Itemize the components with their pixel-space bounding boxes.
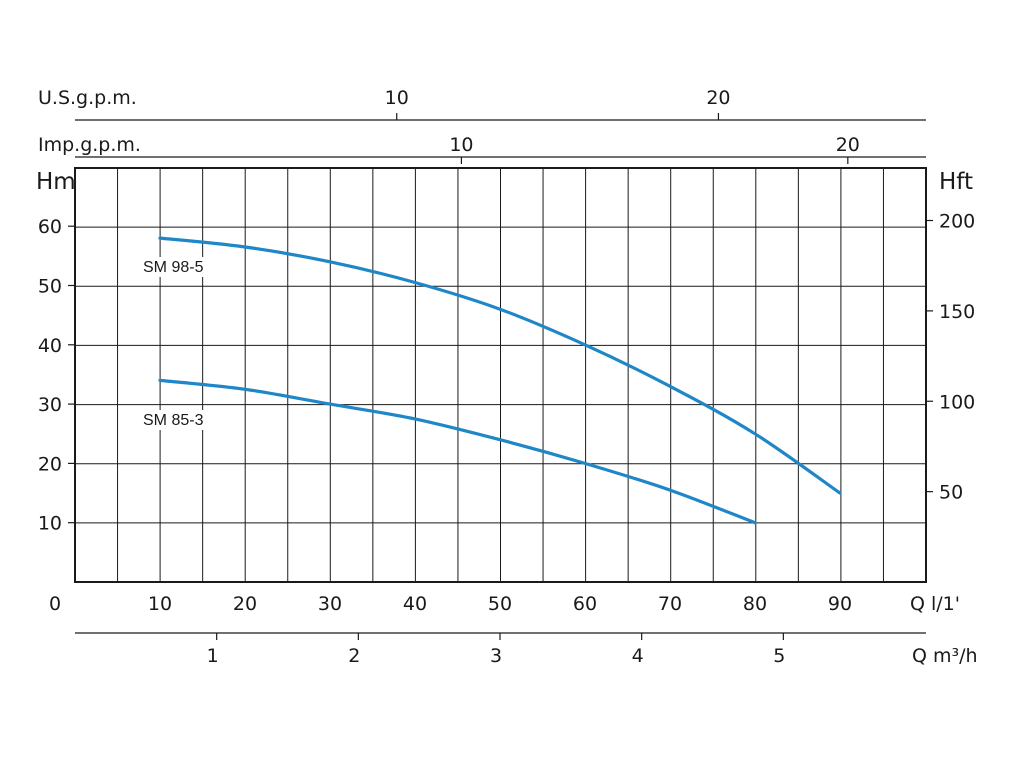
- impgpm-tick-label: 10: [449, 134, 473, 156]
- m3h-axis-label: Q m³/h: [912, 645, 978, 667]
- x-tick-label: 40: [403, 593, 427, 615]
- m3h-tick-label: 2: [348, 645, 360, 667]
- y-tick-label: 30: [38, 394, 62, 416]
- m3h-tick-label: 5: [773, 645, 785, 667]
- m3h-tick-label: 1: [207, 645, 219, 667]
- series-line-sm-98-5: [158, 236, 842, 495]
- x-tick-label: 90: [828, 593, 852, 615]
- y-tick-label: 40: [38, 335, 62, 357]
- usgpm-axis-label: U.S.g.p.m.: [38, 87, 137, 109]
- right-tick-label: 50: [939, 482, 963, 504]
- y-tick-label: 20: [38, 453, 62, 475]
- right-tick-label: 200: [939, 211, 975, 233]
- x-axis-ticks: 0 10 20 30 40 50 60 70 80 90: [49, 593, 852, 615]
- plot-frame: [74, 167, 927, 583]
- x-axis-label: Q l/1': [910, 593, 960, 615]
- series-group: SM 98-5 SM 85-3: [139, 236, 842, 525]
- impgpm-axis-label: Imp.g.p.m.: [38, 134, 141, 156]
- series-label-bg: [139, 410, 209, 430]
- right-tick-label: 100: [939, 391, 975, 413]
- right-axis-ticks: 50 100 150 200: [926, 211, 975, 504]
- usgpm-axis: U.S.g.p.m. 10 20: [38, 87, 926, 121]
- m3h-axis: 1 2 3 4 5 Q m³/h: [75, 632, 978, 667]
- x-tick-label: 60: [573, 593, 597, 615]
- series-label-bg: [139, 257, 209, 277]
- y-tick-label: 10: [38, 513, 62, 535]
- m3h-tick-label: 3: [490, 645, 502, 667]
- right-axis-label: Hft: [939, 169, 973, 195]
- series-line-sm-85-3: [158, 378, 757, 525]
- y-tick-label: 50: [38, 276, 62, 298]
- x-tick-label: 0: [49, 593, 61, 615]
- left-axis-ticks: 10 20 30 40 50 60: [38, 216, 75, 535]
- impgpm-axis: Imp.g.p.m. 10 20: [38, 134, 926, 164]
- x-tick-label: 50: [488, 593, 512, 615]
- right-tick-label: 150: [939, 301, 975, 323]
- m3h-tick-label: 4: [632, 645, 644, 667]
- x-tick-label: 30: [318, 593, 342, 615]
- x-tick-label: 10: [148, 593, 172, 615]
- impgpm-tick-label: 20: [836, 134, 860, 156]
- usgpm-tick-label: 20: [706, 87, 730, 109]
- plot-grid: [75, 168, 926, 582]
- y-axis-label: Hm: [36, 169, 76, 195]
- series-label: SM 98-5: [143, 259, 204, 276]
- x-tick-label: 20: [233, 593, 257, 615]
- y-tick-label: 60: [38, 216, 62, 238]
- x-tick-label: 70: [658, 593, 682, 615]
- usgpm-tick-label: 10: [385, 87, 409, 109]
- series-label: SM 85-3: [143, 412, 204, 429]
- x-tick-label: 80: [743, 593, 767, 615]
